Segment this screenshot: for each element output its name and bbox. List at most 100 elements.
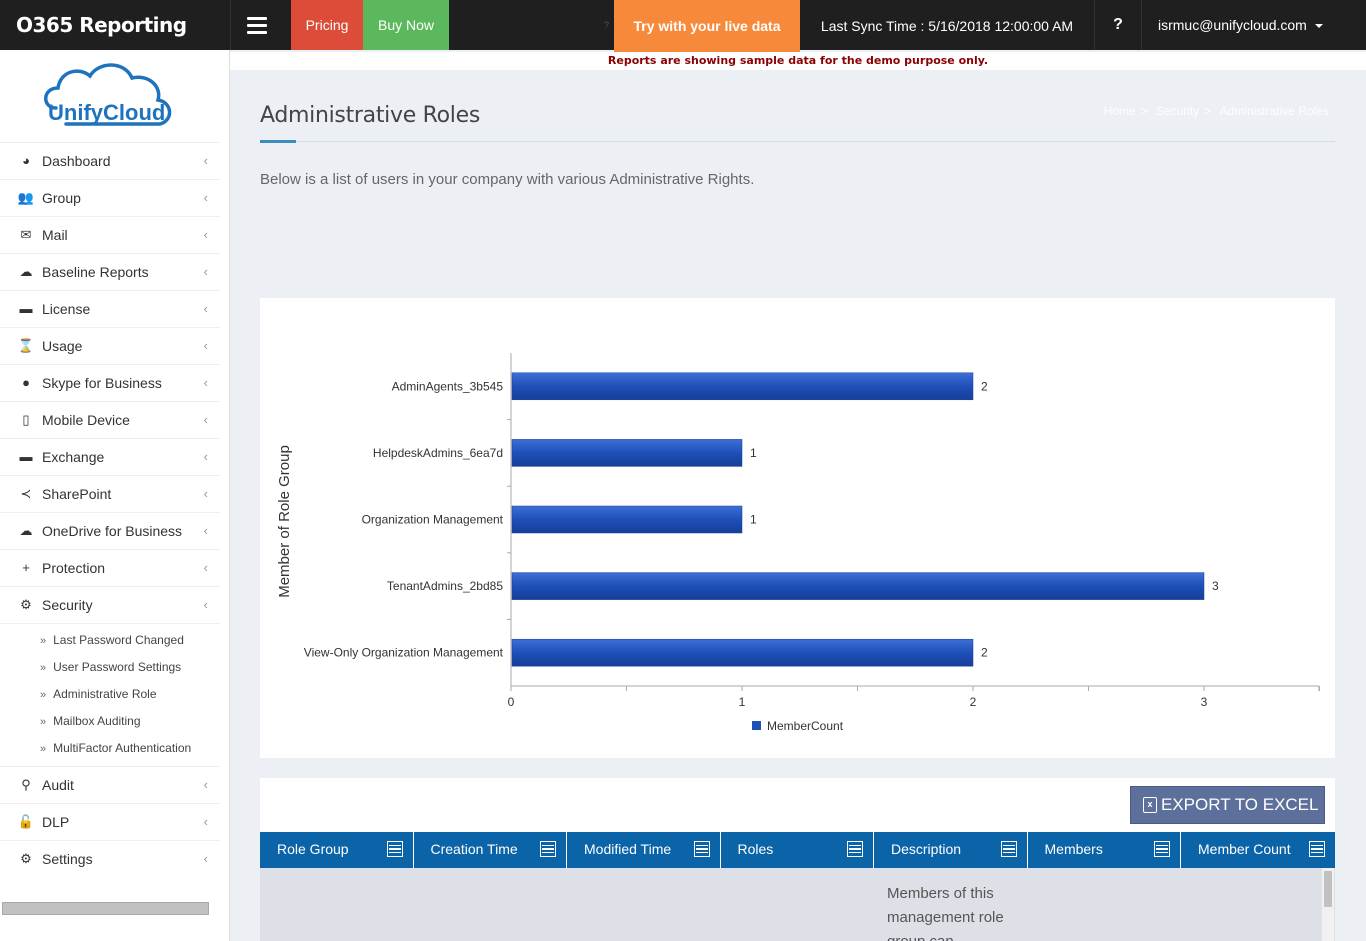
- mobile-icon: ▯: [22, 412, 30, 427]
- grid-header: Role Group Creation Time Modified Time Role…: [260, 832, 1335, 868]
- chevron-left-icon: ‹: [203, 338, 208, 353]
- breadcrumb-home[interactable]: Home: [1103, 104, 1136, 118]
- pricing-button[interactable]: Pricing: [291, 0, 363, 50]
- sidebar-menu: ◕ Dashboard ‹ 👥 Group ‹ ✉ Mail ‹ ☁ Baseline Report…: [0, 142, 220, 877]
- sidebar-item-baseline-reports[interactable]: ☁ Baseline Reports ‹: [0, 253, 220, 290]
- sidebar-item-onedrive-for-business[interactable]: ☁ OneDrive for Business ‹: [0, 512, 220, 549]
- column-menu-icon[interactable]: [1154, 841, 1170, 857]
- column-menu-icon[interactable]: [386, 841, 403, 857]
- data-label: 1: [750, 446, 757, 460]
- category-label: TenantAdmins_2bd85: [387, 579, 503, 593]
- sidebar-item-usage[interactable]: ⌛ Usage ‹: [0, 327, 220, 364]
- sidebar-item-label: Baseline Reports: [42, 264, 149, 280]
- sidebar: UnifyCloud ◕ Dashboard ‹ 👥 Group ‹ ✉ Mail ‹ ☁ Base…: [0, 50, 230, 941]
- buy-now-button[interactable]: Buy Now: [363, 0, 449, 50]
- y-axis-title: Member of Role Group: [276, 445, 293, 598]
- legend-label[interactable]: MemberCount: [767, 719, 844, 733]
- sidebar-item-label: Protection: [42, 560, 106, 576]
- column-header-modified-time[interactable]: Modified Time: [567, 832, 721, 868]
- logo-text: UnifyCloud: [48, 100, 165, 125]
- column-header-roles[interactable]: Roles: [721, 832, 874, 868]
- try-live-data-button[interactable]: Try with your live data: [614, 0, 800, 52]
- legend-swatch: [752, 721, 761, 730]
- double-chevron-icon: »: [40, 743, 47, 755]
- bar[interactable]: [511, 372, 974, 401]
- submenu-item-label: Last Password Changed: [53, 633, 184, 647]
- column-header-role-group[interactable]: Role Group: [260, 832, 414, 868]
- submenu-item-label: Mailbox Auditing: [53, 714, 141, 728]
- title-accent-bar: [260, 140, 296, 143]
- sidebar-item-label: Mobile Device: [42, 412, 130, 428]
- unifycloud-logo[interactable]: UnifyCloud: [38, 58, 188, 136]
- sidebar-item-label: DLP: [42, 814, 70, 830]
- sidebar-item-group[interactable]: 👥 Group ‹: [0, 179, 220, 216]
- bar-chart-svg: 0 1 2 3 AdminAgents_3b545 2 HelpdeskAdmins_6ea…: [276, 353, 1320, 733]
- submenu-item-user-password-settings[interactable]: » User Password Settings: [0, 654, 220, 681]
- bar[interactable]: [511, 439, 743, 467]
- column-header-member-count[interactable]: Member Count: [1181, 832, 1335, 868]
- sidebar-item-audit[interactable]: ⚲ Audit ‹: [0, 766, 220, 803]
- double-chevron-icon: »: [40, 689, 47, 701]
- data-label: 2: [981, 379, 988, 393]
- submenu-item-mailbox-auditing[interactable]: » Mailbox Auditing: [0, 708, 220, 735]
- gears-icon: ⚙: [20, 851, 32, 866]
- demo-data-notice: Reports are showing sample data for the …: [230, 52, 1366, 70]
- submenu-item-multifactor-authentication[interactable]: » MultiFactor Authentication: [0, 735, 220, 762]
- sidebar-item-label: Group: [42, 190, 81, 206]
- column-menu-icon[interactable]: [1308, 841, 1325, 857]
- column-menu-icon[interactable]: [847, 841, 863, 857]
- chevron-left-icon: ‹: [203, 264, 208, 279]
- chevron-left-icon: ‹: [203, 560, 208, 575]
- sidebar-item-sharepoint[interactable]: ≺ SharePoint ‹: [0, 475, 220, 512]
- column-header-creation-time[interactable]: Creation Time: [414, 832, 567, 868]
- chevron-left-icon: ‹: [203, 375, 208, 390]
- breadcrumb-security[interactable]: Security: [1155, 104, 1200, 118]
- cloud-icon: ☁: [19, 264, 33, 279]
- sidebar-item-label: Dashboard: [42, 153, 111, 169]
- gears-icon: ⚙: [20, 597, 32, 612]
- data-label: 1: [750, 513, 757, 527]
- share-icon: ≺: [20, 486, 32, 501]
- double-chevron-icon: »: [40, 716, 47, 728]
- data-label: 2: [981, 646, 988, 660]
- sidebar-item-label: SharePoint: [42, 486, 112, 502]
- briefcase-icon: ▬: [19, 301, 33, 316]
- grid-scrollbar[interactable]: [1322, 868, 1334, 941]
- column-header-description[interactable]: Description: [874, 832, 1028, 868]
- export-to-excel-button[interactable]: x EXPORT TO EXCEL: [1130, 786, 1325, 824]
- plus-icon: +: [22, 560, 30, 575]
- help-button[interactable]: ?: [1094, 0, 1142, 50]
- sidebar-item-skype-for-business[interactable]: ● Skype for Business ‹: [0, 364, 220, 401]
- sidebar-item-exchange[interactable]: ▬ Exchange ‹: [0, 438, 220, 475]
- chevron-left-icon: ‹: [203, 486, 208, 501]
- column-header-label: Members: [1044, 841, 1103, 857]
- hamburger-icon: [247, 17, 267, 20]
- bar[interactable]: [511, 572, 1205, 600]
- submenu-item-last-password-changed[interactable]: » Last Password Changed: [0, 627, 220, 654]
- sidebar-scrollbar[interactable]: [2, 902, 209, 915]
- user-menu[interactable]: isrmuc@unifycloud.com: [1158, 0, 1323, 50]
- chevron-left-icon: ‹: [203, 777, 208, 792]
- app-brand[interactable]: O365 Reporting Tool: [0, 0, 230, 87]
- submenu-item-label: MultiFactor Authentication: [53, 741, 192, 755]
- column-menu-icon[interactable]: [1000, 841, 1017, 857]
- column-header-members[interactable]: Members: [1028, 832, 1181, 868]
- sidebar-item-security[interactable]: ⚙ Security ‹: [0, 586, 220, 623]
- submenu-item-administrative-role[interactable]: » Administrative Role: [0, 681, 220, 708]
- column-menu-icon[interactable]: [540, 841, 556, 857]
- bar[interactable]: [511, 638, 974, 667]
- menu-toggle-button[interactable]: [230, 0, 282, 50]
- sidebar-item-mobile-device[interactable]: ▯ Mobile Device ‹: [0, 401, 220, 438]
- sidebar-item-dlp[interactable]: 🔓 DLP ‹: [0, 803, 220, 840]
- bar[interactable]: [511, 505, 743, 534]
- sidebar-item-dashboard[interactable]: ◕ Dashboard ‹: [0, 142, 220, 179]
- sidebar-item-protection[interactable]: + Protection ‹: [0, 549, 220, 586]
- sidebar-item-mail[interactable]: ✉ Mail ‹: [0, 216, 220, 253]
- sidebar-item-license[interactable]: ▬ License ‹: [0, 290, 220, 327]
- excel-icon: x: [1143, 797, 1157, 813]
- sidebar-item-settings[interactable]: ⚙ Settings ‹: [0, 840, 220, 877]
- sidebar-item-label: OneDrive for Business: [42, 523, 183, 539]
- description-cell: Members of this management role group ca…: [887, 885, 1004, 941]
- column-menu-icon[interactable]: [693, 841, 710, 857]
- caret-down-icon: [1314, 24, 1323, 29]
